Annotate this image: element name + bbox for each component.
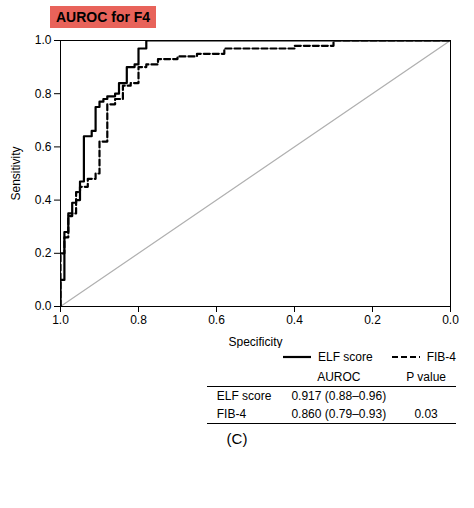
html-text:0.860 (0.79–0.93): 0.860 (0.79–0.93) bbox=[291, 407, 387, 421]
svg-text:0.6: 0.6 bbox=[35, 140, 52, 154]
svg-text:0.2: 0.2 bbox=[364, 313, 381, 327]
html-text:0.917 (0.88–0.96): 0.917 (0.88–0.96) bbox=[291, 389, 387, 403]
html-text:AUROC for F4: AUROC for F4 bbox=[56, 9, 151, 25]
html-text:FIB-4: FIB-4 bbox=[216, 407, 247, 421]
html-text:ELF score: ELF score bbox=[216, 389, 272, 403]
svg-text:0.2: 0.2 bbox=[35, 246, 52, 260]
svg-text:Sensitivity: Sensitivity bbox=[9, 146, 23, 200]
svg-text:0.8: 0.8 bbox=[130, 313, 147, 327]
svg-text:0.0: 0.0 bbox=[35, 299, 52, 313]
html-text:(C): (C) bbox=[226, 430, 248, 447]
svg-text:0.0: 0.0 bbox=[442, 313, 459, 327]
html-text:0.03: 0.03 bbox=[414, 407, 438, 421]
svg-text:1.0: 1.0 bbox=[52, 313, 69, 327]
svg-text:1.0: 1.0 bbox=[35, 33, 52, 47]
svg-text:0.8: 0.8 bbox=[35, 87, 52, 101]
svg-text:Specificity: Specificity bbox=[228, 335, 282, 349]
svg-text:0.4: 0.4 bbox=[35, 193, 52, 207]
html-text:AUROC: AUROC bbox=[317, 370, 361, 384]
html-text:P value: P value bbox=[406, 370, 446, 384]
svg-text:0.4: 0.4 bbox=[286, 313, 303, 327]
html-text:FIB-4: FIB-4 bbox=[426, 350, 456, 364]
html-text:ELF score: ELF score bbox=[318, 350, 373, 364]
svg-text:0.6: 0.6 bbox=[208, 313, 225, 327]
